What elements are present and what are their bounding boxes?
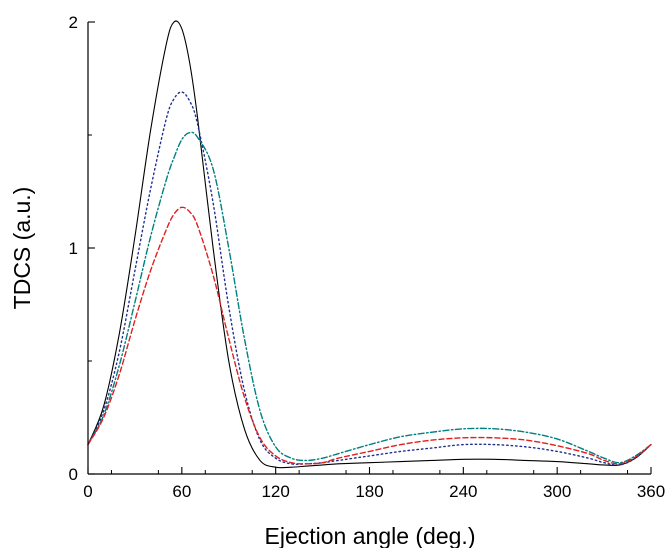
- x-tick-label: 360: [637, 482, 665, 501]
- y-tick-label: 1: [69, 239, 78, 258]
- y-tick-label: 0: [69, 465, 78, 484]
- x-tick-label: 0: [83, 482, 92, 501]
- ticks-group: 0 60 120 180 240 300 360 0 1 2: [69, 13, 666, 501]
- series-group: [87, 20, 652, 469]
- series-line-dash-dot: [87, 131, 652, 464]
- x-tick-label: 180: [355, 482, 383, 501]
- x-tick-label: 120: [261, 482, 289, 501]
- series-line-dashed: [87, 206, 652, 465]
- y-tick-label: 2: [69, 13, 78, 32]
- series-line-solid: [87, 20, 652, 469]
- x-axis-title: Ejection angle (deg.): [265, 523, 476, 548]
- x-tick-label: 240: [449, 482, 477, 501]
- x-tick-label: 60: [172, 482, 191, 501]
- axes-group: [87, 22, 651, 475]
- y-axis-title: TDCS (a.u.): [9, 187, 35, 310]
- x-tick-label: 300: [543, 482, 571, 501]
- series-line-dotted: [87, 91, 652, 466]
